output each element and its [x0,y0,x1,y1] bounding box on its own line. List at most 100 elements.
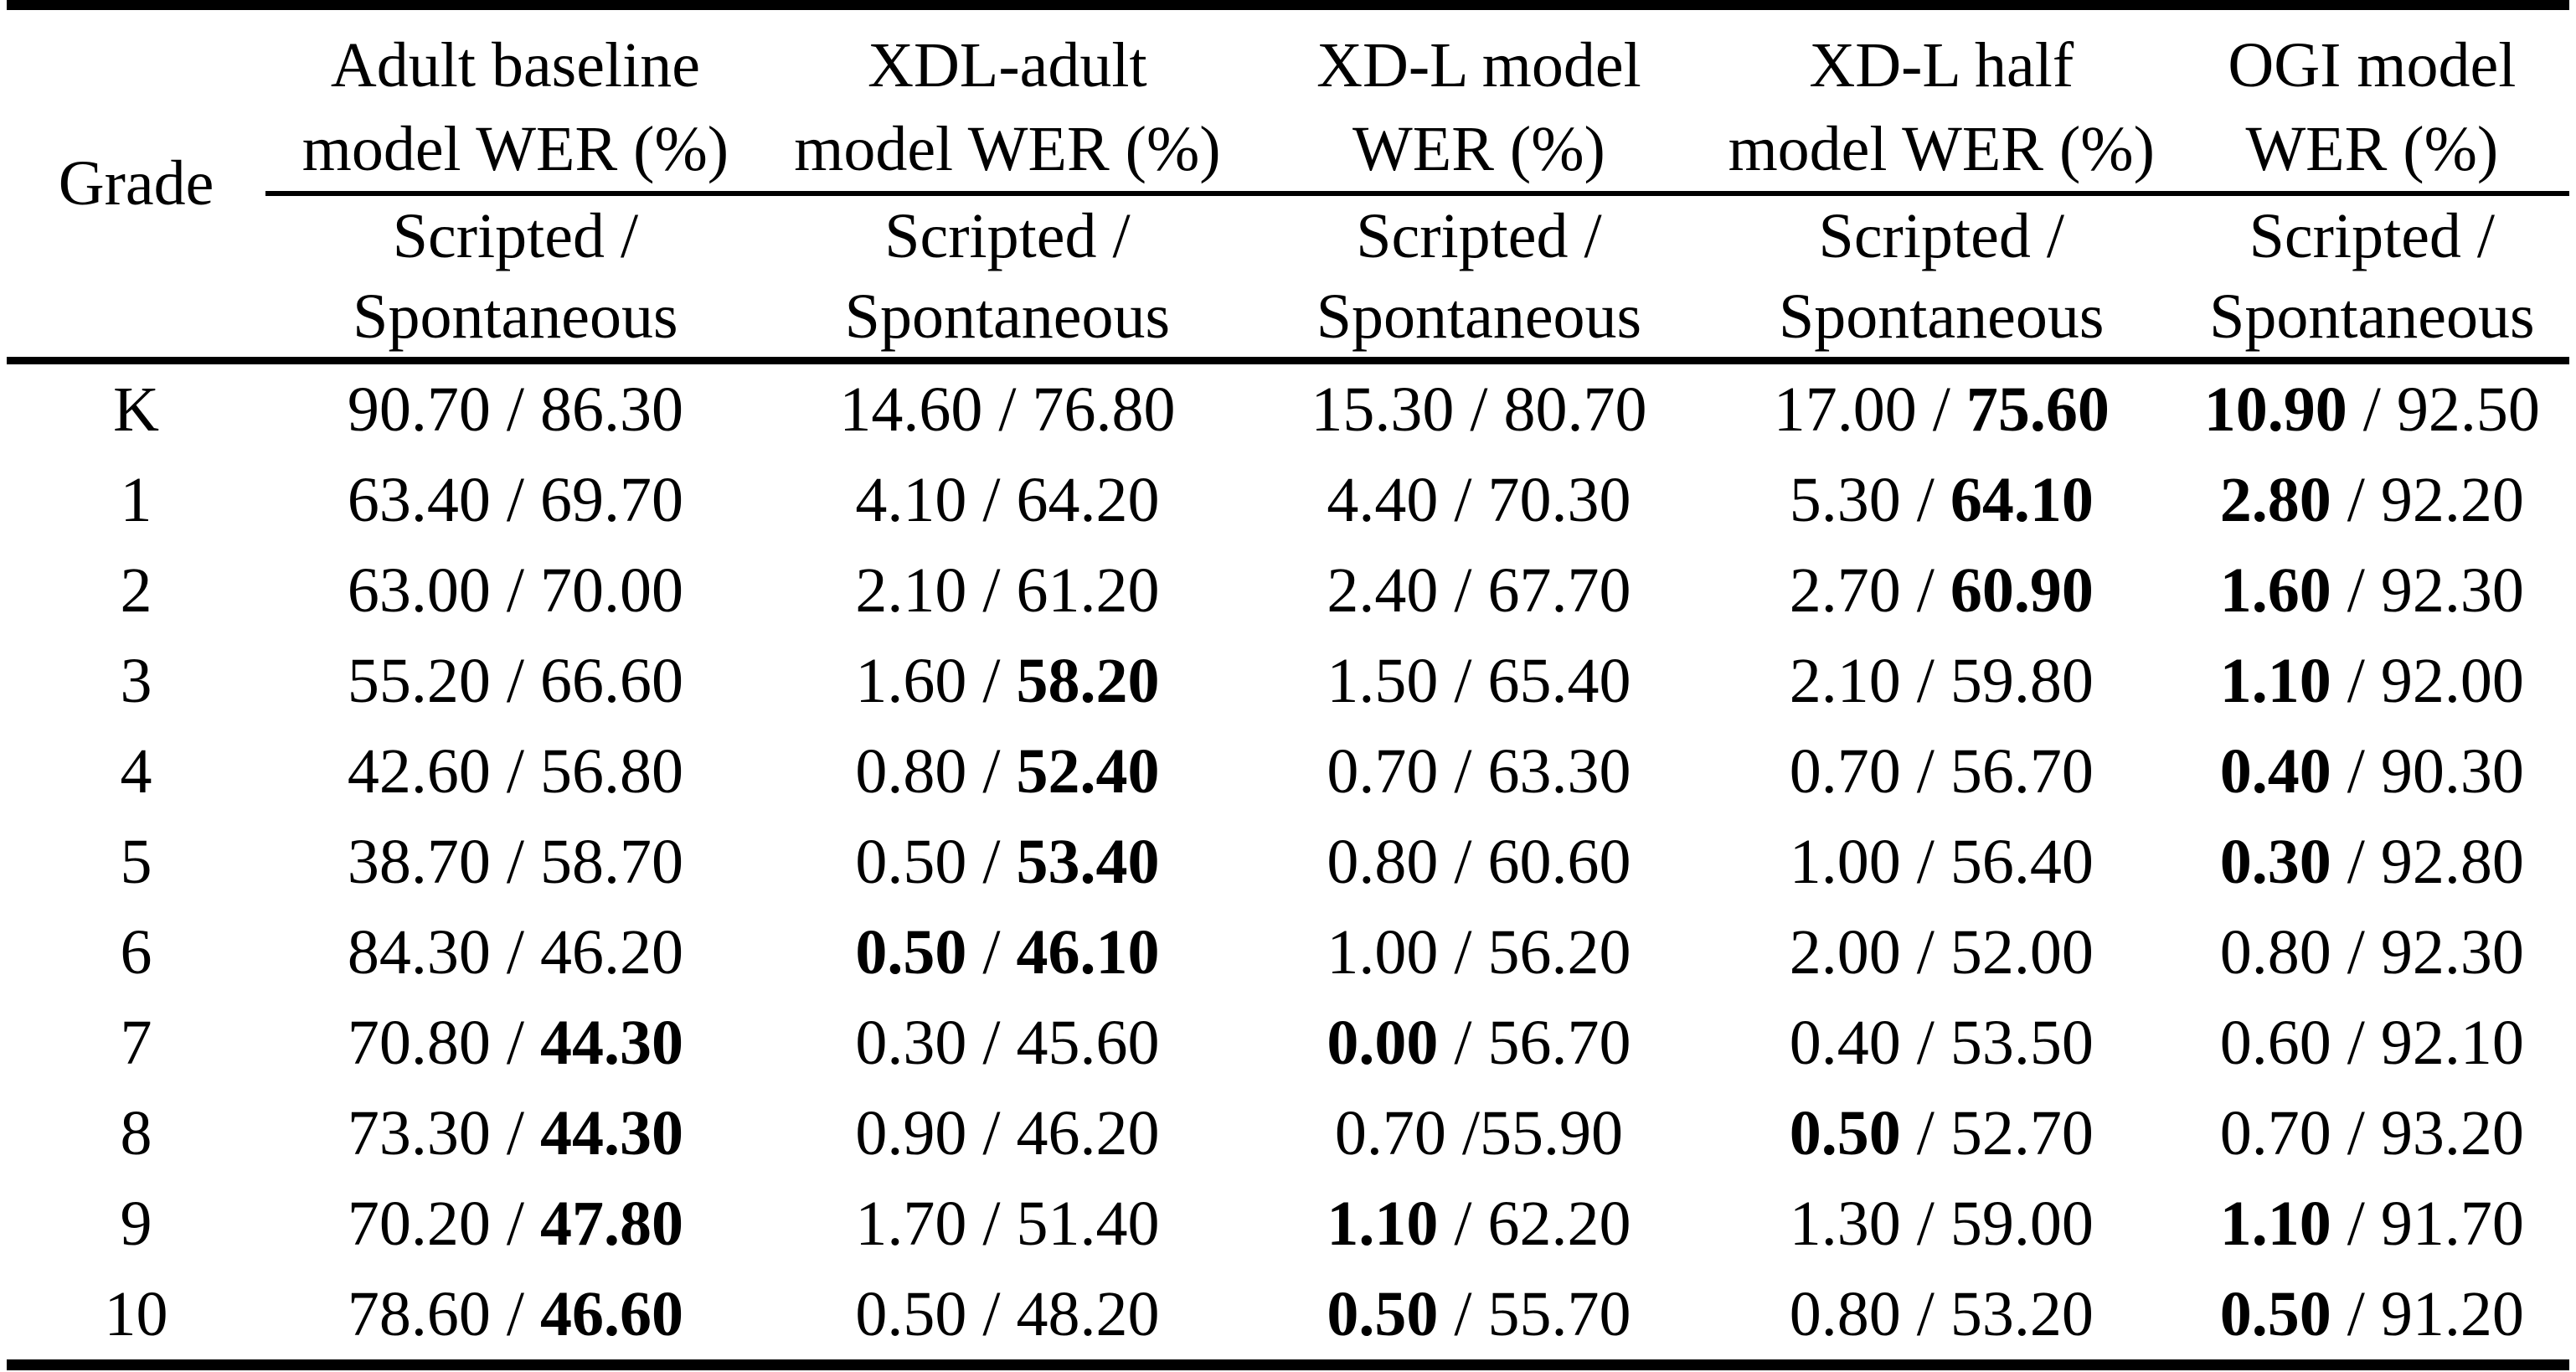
column-subheader-xd-l-half: Scripted / Spontaneous [1708,193,2175,361]
spontaneous-value: 92.30 [2380,916,2524,988]
grade-column-header: Grade [58,147,214,219]
wer-cell: 0.30 / 45.60 [765,998,1249,1088]
wer-cell: 4.10 / 64.20 [765,455,1249,545]
subheader-line1: Scripted / [2249,201,2496,271]
subheader-line1: Scripted / [1356,201,1602,271]
wer-cell: 2.80 / 92.20 [2175,455,2569,545]
spontaneous-value: 69.70 [539,464,683,535]
spontaneous-value: 55.90 [1479,1097,1623,1168]
wer-cell: 1.30 / 59.00 [1708,1179,2175,1269]
value-separator: / [966,1097,1017,1168]
column-title-line2: WER (%) [2245,114,2499,184]
scripted-value: 0.80 [855,735,967,807]
wer-cell: 1.50 / 65.40 [1249,636,1708,726]
spontaneous-value: 46.10 [1016,916,1160,988]
value-separator: / [966,826,1017,897]
subheader-line2: Spontaneous [844,281,1171,352]
scripted-value: 0.80 [1327,826,1439,897]
spontaneous-value: 90.30 [2380,735,2524,807]
subheader-line1: Scripted / [392,201,639,271]
table-row: 1 63.40 / 69.70 4.10 / 64.20 4.40 / 70.30 5.… [7,455,2569,545]
spontaneous-value: 64.20 [1016,464,1160,535]
subheader-line1: Scripted / [884,201,1131,271]
column-title-line1: XD-L half [1809,30,2074,101]
value-separator: / [966,464,1017,535]
scripted-value: 70.80 [347,1007,491,1078]
wer-cell: 1.70 / 51.40 [765,1179,1249,1269]
value-separator: / [2331,1007,2381,1078]
value-separator: / [1438,1007,1488,1078]
spontaneous-value: 92.50 [2396,374,2540,445]
value-separator: / [1445,1097,1480,1168]
scripted-value: 2.10 [855,554,967,626]
value-separator: / [490,645,540,716]
value-separator: / [2331,1278,2381,1349]
value-separator: / [1438,645,1488,716]
value-separator: / [490,1278,540,1349]
value-separator: / [1900,735,1950,807]
spontaneous-value: 51.40 [1016,1188,1160,1259]
column-subheader-xdl-adult: Scripted / Spontaneous [765,193,1249,361]
table-row: 6 84.30 / 46.20 0.50 / 46.10 1.00 / 56.20 2.… [7,907,2569,998]
spontaneous-value: 52.40 [1016,735,1160,807]
spontaneous-value: 44.30 [539,1097,683,1168]
spontaneous-value: 53.20 [1950,1278,2094,1349]
value-separator: / [1900,554,1950,626]
table-row: 8 73.30 / 44.30 0.90 / 46.20 0.70 /55.90 0.5… [7,1088,2569,1179]
scripted-value: 84.30 [347,916,491,988]
scripted-value: 1.60 [855,645,967,716]
wer-cell: 78.60 / 46.60 [265,1269,765,1365]
grade-cell: 4 [120,735,152,807]
spontaneous-value: 52.00 [1950,916,2094,988]
wer-cell: 5.30 / 64.10 [1708,455,2175,545]
wer-cell: 1.10 / 92.00 [2175,636,2569,726]
spontaneous-value: 53.40 [1016,826,1160,897]
spontaneous-value: 63.30 [1487,735,1631,807]
column-header-ogi-model: OGI model WER (%) [2174,5,2569,196]
table-row: 2 63.00 / 70.00 2.10 / 61.20 2.40 / 67.70 2.… [7,545,2569,636]
scripted-value: 10.90 [2203,374,2347,445]
scripted-value: 0.50 [2219,1278,2331,1349]
column-title-line1: OGI model [2228,30,2517,101]
spontaneous-value: 80.70 [1503,374,1647,445]
grade-cell: K [113,374,159,445]
spontaneous-value: 52.70 [1950,1097,2094,1168]
value-separator: / [1900,1007,1950,1078]
column-subheader-xd-l-model: Scripted / Spontaneous [1249,193,1708,361]
spontaneous-value: 45.60 [1016,1007,1160,1078]
wer-cell: 1.00 / 56.40 [1708,817,2175,907]
wer-cell: 2.00 / 52.00 [1708,907,2175,998]
value-separator: / [1900,464,1950,535]
scripted-value: 0.80 [1789,1278,1901,1349]
value-separator: / [966,554,1017,626]
wer-cell: 2.40 / 67.70 [1249,545,1708,636]
subheader-line1: Scripted / [1818,201,2064,271]
scripted-value: 0.70 [2219,1097,2331,1168]
value-separator: / [966,1188,1017,1259]
scripted-value: 1.50 [1327,645,1439,716]
wer-cell: 0.80 / 52.40 [765,726,1249,817]
value-separator: / [1900,916,1950,988]
scripted-value: 70.20 [347,1188,491,1259]
wer-cell: 38.70 / 58.70 [265,817,765,907]
scripted-value: 0.50 [855,826,967,897]
wer-cell: 1.10 / 62.20 [1249,1179,1708,1269]
scripted-value: 90.70 [347,374,491,445]
spontaneous-value: 56.40 [1950,826,2094,897]
value-separator: / [2331,916,2381,988]
value-separator: / [1438,735,1488,807]
scripted-value: 17.00 [1773,374,1917,445]
wer-cell: 0.50 / 48.20 [765,1269,1249,1365]
value-separator: / [2331,1097,2381,1168]
spontaneous-value: 92.00 [2380,645,2524,716]
value-separator: / [966,645,1017,716]
column-title-line2: model WER (%) [1728,114,2155,184]
value-separator: / [1454,374,1504,445]
column-title-line2: model WER (%) [794,114,1221,184]
wer-cell: 0.80 / 60.60 [1249,817,1708,907]
wer-cell: 2.70 / 60.90 [1708,545,2175,636]
wer-cell: 15.30 / 80.70 [1249,361,1708,456]
wer-cell: 2.10 / 61.20 [765,545,1249,636]
scripted-value: 4.40 [1327,464,1439,535]
